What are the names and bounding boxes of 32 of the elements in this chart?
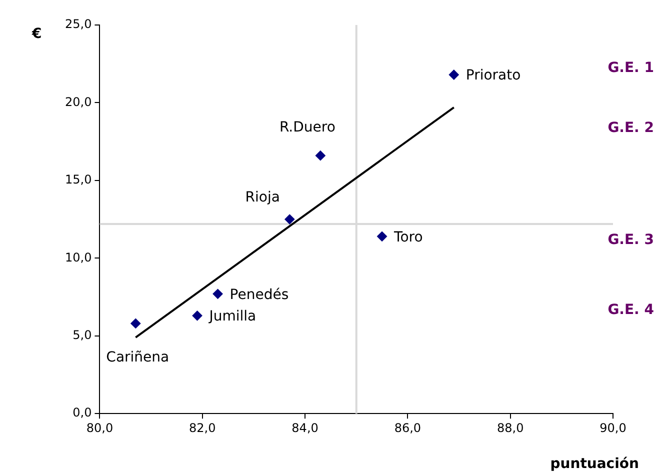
annotation: Jumilla xyxy=(208,308,256,325)
x-tick-label: 86,0 xyxy=(394,420,422,435)
y-tick-label: 5,0 xyxy=(72,328,92,342)
point xyxy=(315,150,326,161)
annotation: G.E. 3 xyxy=(608,232,654,248)
y-tick-label: 0,0 xyxy=(72,406,92,420)
annotation: Rioja xyxy=(245,189,280,206)
y-tick-label: 10,0 xyxy=(65,250,92,264)
annotation: Cariñena xyxy=(106,349,170,366)
x-axis-title: puntuación xyxy=(550,456,639,472)
point xyxy=(212,288,223,299)
x-tick-label: 82,0 xyxy=(189,420,216,435)
point xyxy=(377,231,388,242)
x-tick-label: 80,0 xyxy=(86,420,114,435)
annotation: R.Duero xyxy=(279,120,336,136)
annotation: G.E. 4 xyxy=(608,302,654,318)
point xyxy=(448,70,459,80)
y-axis-title: € xyxy=(31,26,42,42)
annotation: Priorato xyxy=(466,68,521,84)
y-tick-label: 25,0 xyxy=(65,17,92,32)
annotation: Toro xyxy=(393,229,423,246)
x-tick-label: 84,0 xyxy=(292,420,318,435)
y-tick-label: 15,0 xyxy=(65,172,92,187)
point xyxy=(130,318,141,328)
point xyxy=(284,214,295,224)
y-tick-label: 20,0 xyxy=(65,94,92,109)
annotation: Penedés xyxy=(230,286,289,303)
annotation: G.E. 2 xyxy=(608,120,654,136)
x-tick-label: 88,0 xyxy=(496,420,524,435)
point xyxy=(192,310,202,321)
annotation: G.E. 1 xyxy=(608,60,654,76)
x-tick-label: 90,0 xyxy=(600,420,626,435)
